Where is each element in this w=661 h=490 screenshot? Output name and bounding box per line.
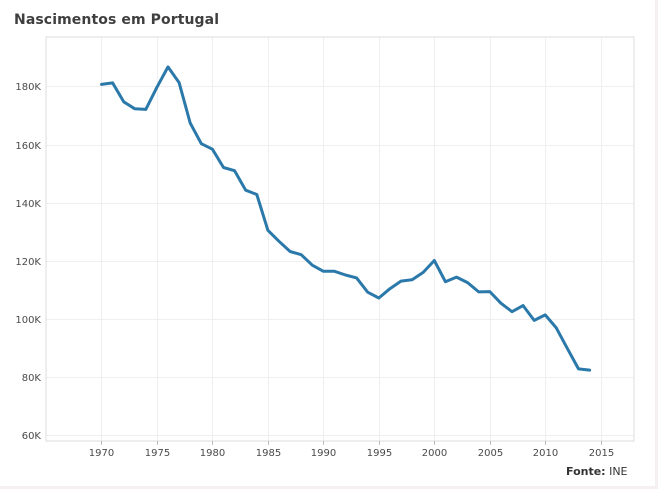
data-point[interactable] [508, 308, 516, 316]
x-tick-label: 1990 [311, 448, 336, 459]
data-point[interactable] [464, 279, 472, 287]
source-note: Fonte: INE [566, 465, 628, 478]
x-tick-label: 2005 [478, 448, 503, 459]
data-point[interactable] [453, 273, 461, 281]
y-axis-tick-labels: 60K 80K 100K 120K 140K 160K 180K [15, 82, 41, 442]
data-point[interactable] [153, 83, 161, 91]
data-point[interactable] [164, 63, 172, 71]
x-tick-label: 1975 [145, 448, 170, 459]
plot-frame [45, 36, 635, 442]
data-point[interactable] [353, 274, 361, 282]
data-point[interactable] [419, 268, 427, 276]
data-point[interactable] [264, 226, 272, 234]
x-tick-label: 1995 [367, 448, 392, 459]
data-point[interactable] [397, 277, 405, 285]
y-tick-label: 60K [22, 431, 42, 442]
y-tick-label: 80K [22, 373, 42, 384]
data-point[interactable] [186, 119, 194, 127]
data-point[interactable] [519, 302, 527, 310]
data-point[interactable] [430, 257, 438, 265]
data-point[interactable] [275, 237, 283, 245]
y-tick-label: 160K [15, 141, 41, 152]
data-point[interactable] [131, 105, 139, 113]
x-grid-lines [101, 37, 602, 441]
x-tick-label: 1985 [256, 448, 281, 459]
data-point[interactable] [342, 271, 350, 279]
data-point[interactable] [331, 267, 339, 275]
data-point[interactable] [375, 294, 383, 302]
data-point[interactable] [486, 288, 494, 296]
x-tick-label: 2015 [589, 448, 614, 459]
data-point[interactable] [552, 324, 560, 332]
series-group [98, 63, 594, 374]
data-point[interactable] [586, 366, 594, 374]
x-tick-label: 1970 [89, 448, 114, 459]
y-tick-label: 120K [15, 257, 41, 268]
data-point[interactable] [575, 365, 583, 373]
series-line [100, 65, 592, 372]
source-label: Fonte: [566, 465, 606, 478]
y-tick-label: 140K [15, 199, 41, 210]
x-axis-ticks [101, 441, 602, 445]
data-point[interactable] [253, 191, 261, 199]
chart-title: Nascimentos em Portugal [14, 12, 220, 28]
data-point[interactable] [530, 316, 538, 324]
x-tick-label: 2000 [422, 448, 447, 459]
plot-area [46, 37, 634, 441]
data-point[interactable] [175, 79, 183, 87]
data-point[interactable] [364, 288, 372, 296]
data-point[interactable] [308, 261, 316, 269]
data-point[interactable] [286, 248, 294, 256]
data-point[interactable] [319, 267, 327, 275]
x-tick-label: 2010 [533, 448, 558, 459]
data-point[interactable] [475, 288, 483, 296]
data-point[interactable] [231, 167, 239, 175]
data-point[interactable] [98, 80, 106, 88]
data-point[interactable] [242, 186, 250, 194]
data-point[interactable] [441, 278, 449, 286]
data-point[interactable] [408, 276, 416, 284]
x-axis-tick-labels: 1970 1975 1980 1985 1990 1995 2000 2005 2010 2015 [89, 448, 614, 459]
data-point[interactable] [208, 145, 216, 153]
data-point[interactable] [297, 251, 305, 259]
y-tick-label: 100K [15, 315, 41, 326]
data-point[interactable] [109, 79, 117, 87]
x-tick-label: 1980 [200, 448, 225, 459]
data-point[interactable] [120, 98, 128, 106]
data-point[interactable] [497, 299, 505, 307]
data-point[interactable] [541, 311, 549, 319]
data-point[interactable] [220, 164, 228, 172]
y-tick-label: 180K [15, 82, 41, 93]
data-point[interactable] [563, 345, 571, 353]
data-point[interactable] [197, 140, 205, 148]
data-point[interactable] [386, 285, 394, 293]
data-point[interactable] [142, 105, 150, 113]
source-value: INE [609, 465, 628, 478]
